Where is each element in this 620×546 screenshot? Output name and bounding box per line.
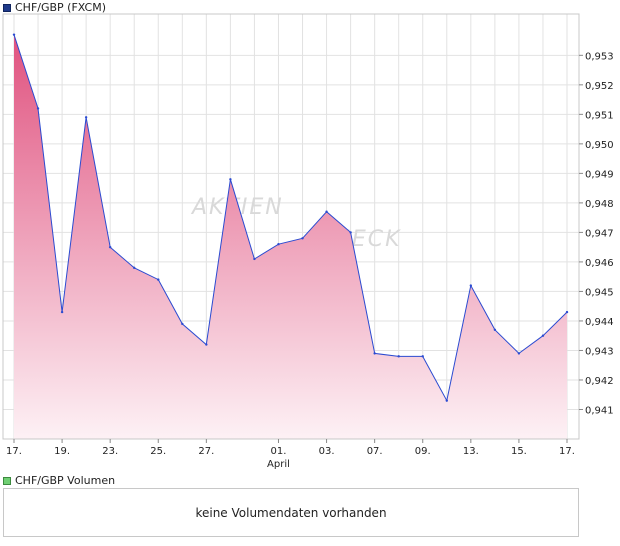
y-tick-label: 0,941 xyxy=(585,405,614,416)
data-point xyxy=(157,278,160,281)
price-line xyxy=(13,34,568,403)
plot-frame xyxy=(2,13,580,440)
x-tick-label: 27. xyxy=(198,446,214,457)
y-tick-label: 0,948 xyxy=(585,199,614,210)
x-tick-label: 23. xyxy=(102,446,118,457)
data-point xyxy=(60,310,64,314)
data-point xyxy=(229,178,232,181)
y-tick-label: 0,951 xyxy=(585,110,614,121)
x-tick-label: 15. xyxy=(511,446,527,457)
data-points xyxy=(12,33,569,402)
data-point xyxy=(205,343,208,346)
y-tick-label: 0,942 xyxy=(585,376,614,387)
data-point xyxy=(517,352,521,355)
y-tick-label: 0,943 xyxy=(585,346,614,357)
x-tick-label: 17. xyxy=(6,446,22,457)
price-chart: AKTIEN CHECK 0,9530,9520,9510,9500,9490,… xyxy=(2,13,614,470)
data-point xyxy=(373,352,376,355)
legend-main-swatch xyxy=(3,3,11,12)
x-tick-label: 25. xyxy=(150,446,166,457)
data-point xyxy=(565,310,569,314)
y-tick-label: 0,953 xyxy=(585,51,614,62)
data-point xyxy=(36,107,40,110)
x-tick-label: 07. xyxy=(367,446,383,457)
y-tick-label: 0,944 xyxy=(585,317,614,328)
volume-panel: keine Volumendaten vorhanden xyxy=(3,488,579,537)
data-point xyxy=(325,210,328,213)
legend-main: CHF/GBP (FXCM) xyxy=(3,1,106,14)
data-point xyxy=(181,322,184,326)
data-point xyxy=(445,399,448,402)
data-point xyxy=(469,284,473,287)
data-point xyxy=(493,328,497,331)
x-tick-label: 09. xyxy=(415,446,431,457)
y-tick-label: 0,950 xyxy=(585,140,614,151)
data-point xyxy=(349,231,352,234)
data-point xyxy=(541,334,545,337)
data-point xyxy=(301,237,304,240)
y-tick-label: 0,945 xyxy=(585,287,614,298)
x-tick-label: 03. xyxy=(319,446,335,457)
y-tick-label: 0,946 xyxy=(585,258,614,269)
data-point xyxy=(108,245,112,249)
legend-volume-swatch xyxy=(3,476,11,485)
data-point xyxy=(253,257,256,261)
data-point xyxy=(133,266,136,270)
x-month-label: April xyxy=(267,459,290,470)
legend-volume-label: CHF/GBP Volumen xyxy=(15,474,116,487)
data-point xyxy=(277,243,280,246)
legend-main-label: CHF/GBP (FXCM) xyxy=(15,1,107,14)
x-tick-label: 19. xyxy=(54,446,70,457)
y-tick-label: 0,949 xyxy=(585,169,614,180)
y-tick-label: 0,952 xyxy=(585,81,614,92)
x-axis-labels: 17. 19. 23. 25. 27. 01. April 03. 07. 09. 13. 15. 17… xyxy=(6,439,575,470)
y-axis-labels: 0,953 0,952 0,951 0,950 0,949 0,948 0,947 0,946… xyxy=(579,51,614,416)
x-tick-label: 13. xyxy=(463,446,479,457)
data-point xyxy=(84,116,88,119)
x-tick-label: 01. xyxy=(271,446,287,457)
data-point xyxy=(397,355,400,358)
y-tick-label: 0,947 xyxy=(585,228,614,239)
data-point xyxy=(12,33,16,36)
price-area xyxy=(14,34,567,439)
legend-volume: CHF/GBP Volumen xyxy=(3,474,115,487)
x-tick-label: 17. xyxy=(559,446,575,457)
data-point xyxy=(421,355,424,358)
volume-empty-message: keine Volumendaten vorhanden xyxy=(195,505,387,520)
